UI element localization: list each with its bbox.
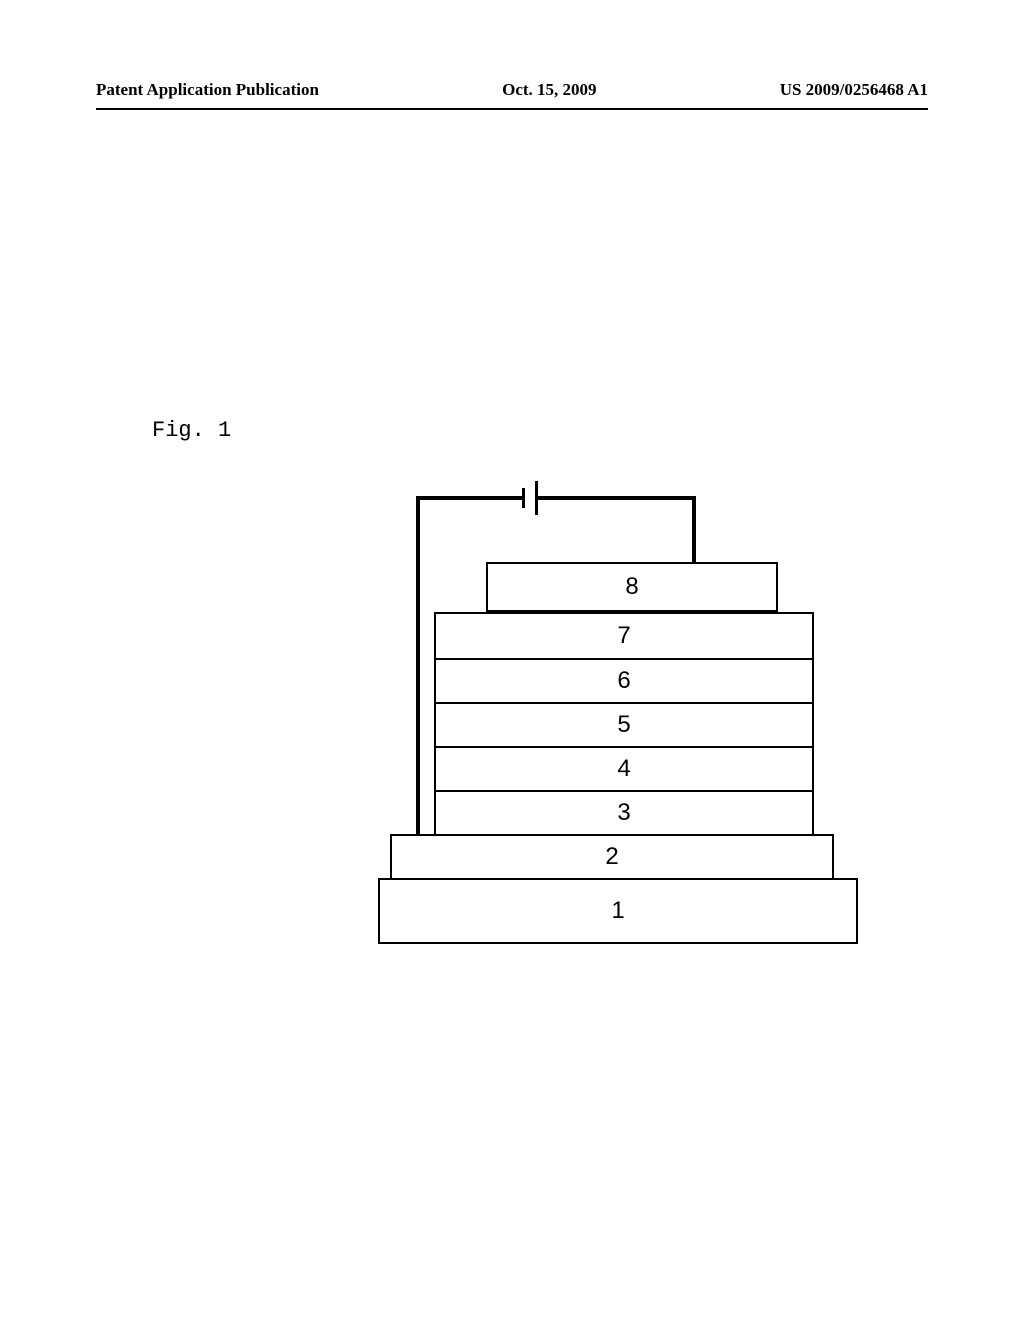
header-center: Oct. 15, 2009 — [502, 80, 596, 100]
header-right: US 2009/0256468 A1 — [780, 80, 928, 100]
wire-top-right — [536, 496, 696, 500]
wire-top-left — [416, 496, 524, 500]
layer-2: 2 — [390, 834, 834, 880]
layer-5: 5 — [434, 702, 814, 748]
wire-left-vertical — [416, 496, 420, 834]
layer-3: 3 — [434, 790, 814, 836]
layer-6: 6 — [434, 658, 814, 704]
header-rule — [96, 108, 928, 110]
page-header: Patent Application Publication Oct. 15, … — [0, 80, 1024, 100]
capacitor-plate-long — [535, 481, 538, 515]
figure-diagram: 12345678 — [378, 460, 918, 960]
wire-right-vertical — [692, 496, 696, 562]
layer-1: 1 — [378, 878, 858, 944]
layer-4: 4 — [434, 746, 814, 792]
figure-label: Fig. 1 — [152, 418, 231, 443]
capacitor-plate-short — [522, 488, 525, 508]
layer-8: 8 — [486, 562, 778, 612]
layer-7: 7 — [434, 612, 814, 660]
header-left: Patent Application Publication — [96, 80, 319, 100]
